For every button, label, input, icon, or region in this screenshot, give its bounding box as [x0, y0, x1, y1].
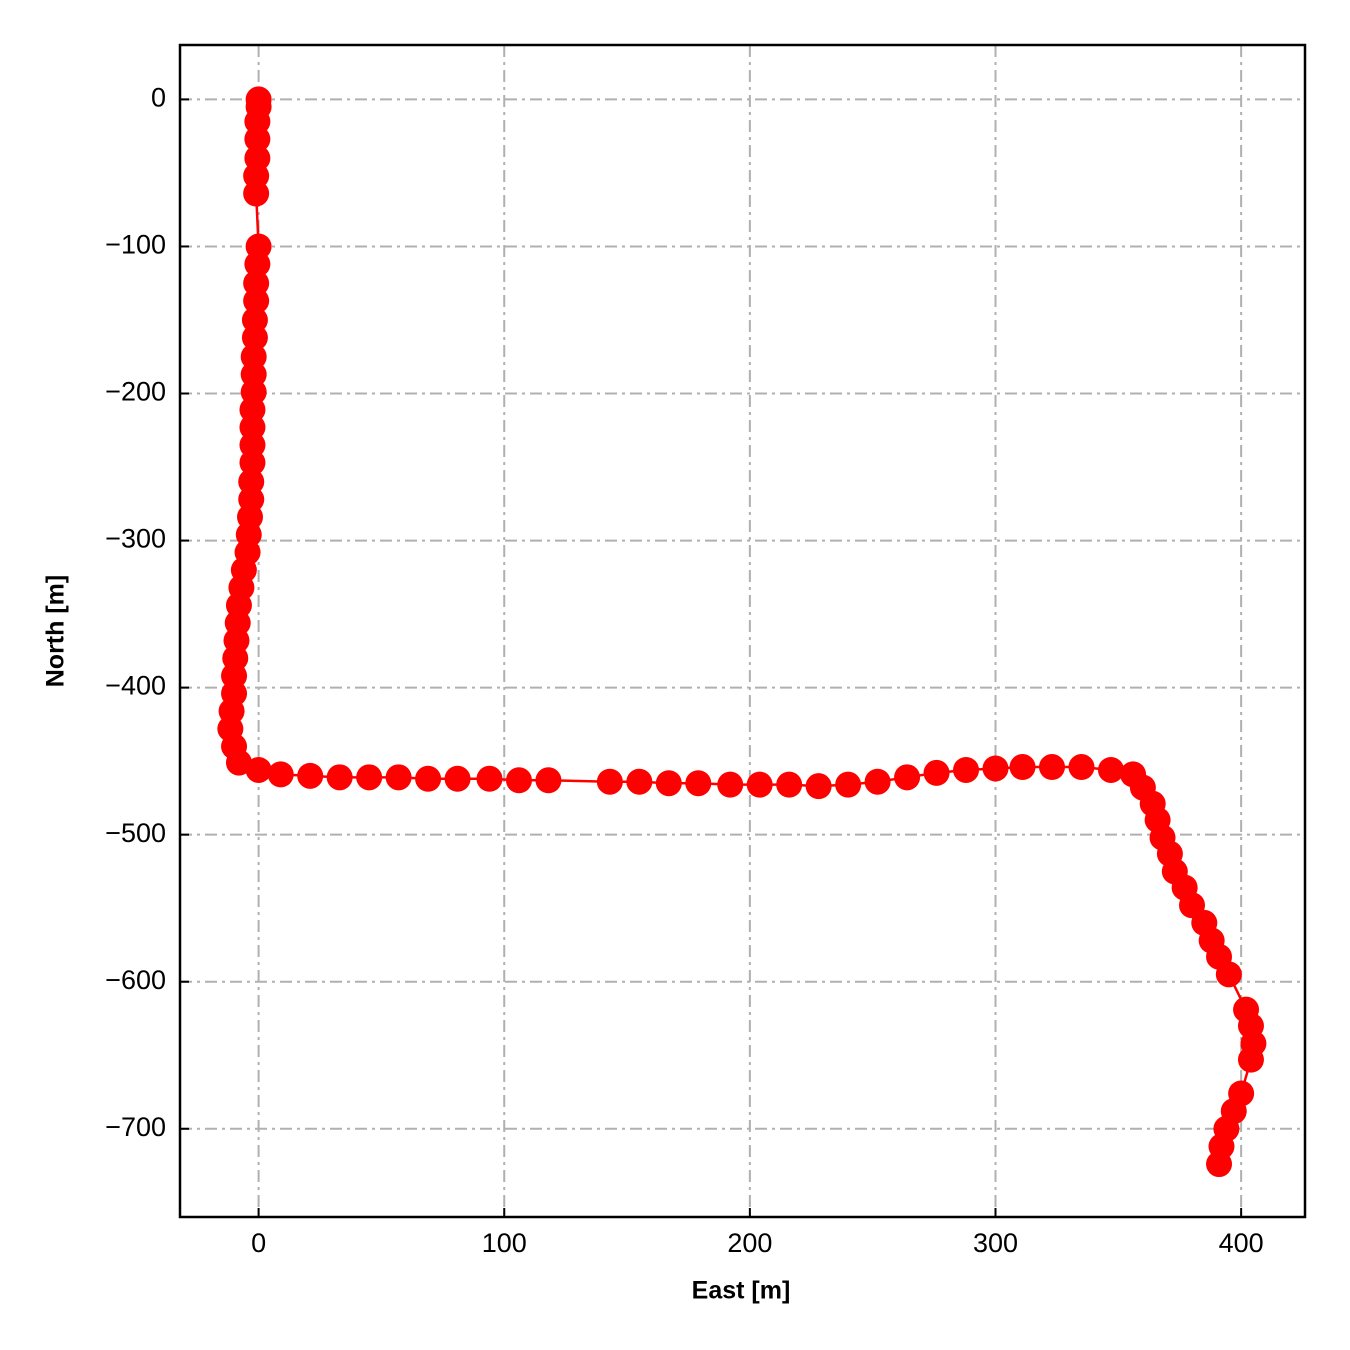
y-tick-label: −200 — [105, 377, 166, 407]
x-tick-label: 100 — [482, 1228, 527, 1258]
x-axis-label: East [m] — [692, 1277, 791, 1305]
y-tick-label: 0 — [151, 83, 166, 113]
marker — [243, 287, 270, 314]
marker — [1237, 1046, 1264, 1073]
marker — [415, 765, 442, 792]
series-line — [229, 99, 1255, 1165]
x-tick-label: 0 — [251, 1228, 266, 1258]
marker — [982, 755, 1009, 782]
marker — [805, 773, 832, 800]
marker — [864, 768, 891, 795]
marker — [535, 767, 562, 794]
marker — [444, 765, 471, 792]
marker — [243, 180, 270, 207]
y-tick-label: −700 — [105, 1112, 166, 1142]
marker — [267, 761, 294, 788]
marker — [596, 768, 623, 795]
marker — [356, 764, 383, 791]
marker — [244, 126, 271, 153]
marker — [385, 764, 412, 791]
y-axis-label: North [m] — [42, 575, 70, 687]
marker — [244, 251, 271, 278]
marker — [835, 771, 862, 798]
marker — [297, 762, 324, 789]
marker — [1009, 754, 1036, 781]
marker — [476, 765, 503, 792]
marker — [894, 764, 921, 791]
y-tick-label: −100 — [105, 230, 166, 260]
marker — [505, 767, 532, 794]
marker — [953, 756, 980, 783]
marker — [225, 749, 252, 776]
plot-frame — [178, 43, 1307, 1219]
x-tick-label: 300 — [973, 1228, 1018, 1258]
marker — [1097, 756, 1124, 783]
marker — [326, 764, 353, 791]
marker — [1215, 961, 1242, 988]
x-tick-label: 200 — [727, 1228, 772, 1258]
marker — [626, 768, 653, 795]
marker — [239, 449, 266, 476]
marker — [923, 759, 950, 786]
y-tick-label: −300 — [105, 524, 166, 554]
y-tick-label: −400 — [105, 671, 166, 701]
marker — [1206, 1151, 1233, 1178]
marker — [1038, 754, 1065, 781]
marker — [241, 324, 268, 351]
x-tick-label: 400 — [1219, 1228, 1264, 1258]
marker — [245, 756, 272, 783]
marker — [717, 771, 744, 798]
marker — [655, 770, 682, 797]
marker — [1068, 754, 1095, 781]
marker — [746, 771, 773, 798]
y-tick-label: −500 — [105, 818, 166, 848]
y-tick-label: −600 — [105, 965, 166, 995]
marker — [685, 770, 712, 797]
marker — [776, 771, 803, 798]
